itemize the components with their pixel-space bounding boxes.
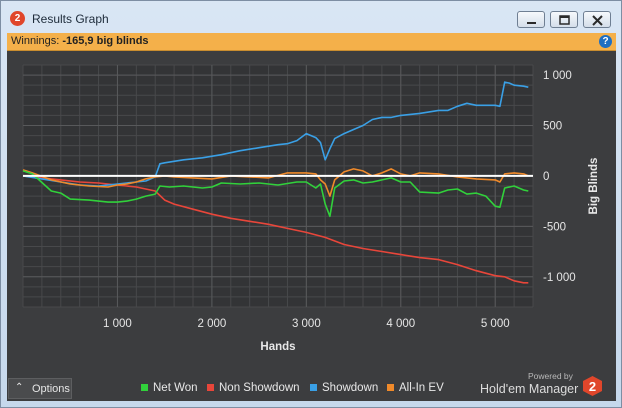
window-title: Results Graph bbox=[32, 12, 109, 26]
legend-label: Non Showdown bbox=[219, 382, 300, 394]
close-button[interactable] bbox=[583, 11, 611, 28]
legend-swatch bbox=[387, 384, 394, 391]
close-icon bbox=[592, 15, 603, 26]
maximize-icon bbox=[559, 15, 570, 25]
results-chart: 1 000 2 000 3 000 4 000 5 000 -1 000 -500 0 500 1… bbox=[22, 64, 600, 353]
y-tick-label: 500 bbox=[543, 121, 562, 133]
y-tick-label: -500 bbox=[543, 221, 566, 233]
legend-swatch bbox=[141, 384, 148, 391]
chart-grid bbox=[22, 64, 534, 308]
x-tick-label: 5 000 bbox=[481, 318, 510, 330]
x-tick-label: 2 000 bbox=[197, 318, 226, 330]
y-tick-label: 1 000 bbox=[543, 70, 572, 82]
legend-item-showdown[interactable]: Showdown bbox=[310, 382, 378, 394]
chart-axes: 1 000 2 000 3 000 4 000 5 000 -1 000 -500 0 500 1… bbox=[103, 70, 576, 330]
winnings-bar: Winnings: -165,9 big blinds ? bbox=[7, 33, 616, 51]
winnings-summary: Winnings: -165,9 big blinds bbox=[11, 35, 149, 47]
legend-label: Net Won bbox=[153, 382, 198, 394]
legend-item-net-won[interactable]: Net Won bbox=[141, 382, 198, 394]
chevron-up-icon: ⌃ bbox=[15, 382, 24, 393]
chart-area: 1 000 2 000 3 000 4 000 5 000 -1 000 -500 0 500 1… bbox=[7, 51, 616, 401]
powered-by-text: Powered by bbox=[528, 371, 573, 381]
options-label: Options bbox=[32, 383, 70, 395]
maximize-button[interactable] bbox=[550, 11, 578, 28]
y-tick-label: -1 000 bbox=[543, 272, 576, 284]
series-line-net-won bbox=[22, 170, 529, 218]
x-axis-label: Hands bbox=[260, 341, 295, 353]
app-logo-icon: 2 bbox=[10, 11, 25, 26]
x-tick-label: 4 000 bbox=[386, 318, 415, 330]
brand-name: Hold'em Manager bbox=[480, 382, 579, 396]
title-bar[interactable]: 2 Results Graph bbox=[1, 1, 621, 31]
legend-swatch bbox=[310, 384, 317, 391]
minimize-button[interactable] bbox=[517, 11, 545, 28]
help-icon[interactable]: ? bbox=[599, 35, 612, 48]
hm2-logo-text: 2 bbox=[589, 379, 596, 394]
x-tick-label: 3 000 bbox=[292, 318, 321, 330]
hm2-logo-icon: 2 bbox=[583, 376, 602, 396]
y-tick-label: 0 bbox=[543, 171, 549, 183]
y-axis-label: Big Blinds bbox=[588, 158, 600, 215]
legend-label: All-In EV bbox=[399, 382, 444, 394]
legend-swatch bbox=[207, 384, 214, 391]
legend-item-non-showdown[interactable]: Non Showdown bbox=[207, 382, 300, 394]
minimize-icon bbox=[527, 22, 536, 24]
legend-label: Showdown bbox=[322, 382, 379, 394]
winnings-label: Winnings: bbox=[11, 35, 60, 47]
chart-series bbox=[22, 81, 533, 284]
options-button[interactable]: ⌃ Options bbox=[8, 378, 72, 399]
legend-item-all-in-ev[interactable]: All-In EV bbox=[387, 382, 444, 394]
x-tick-label: 1 000 bbox=[103, 318, 132, 330]
winnings-value: -165,9 big blinds bbox=[62, 35, 149, 47]
